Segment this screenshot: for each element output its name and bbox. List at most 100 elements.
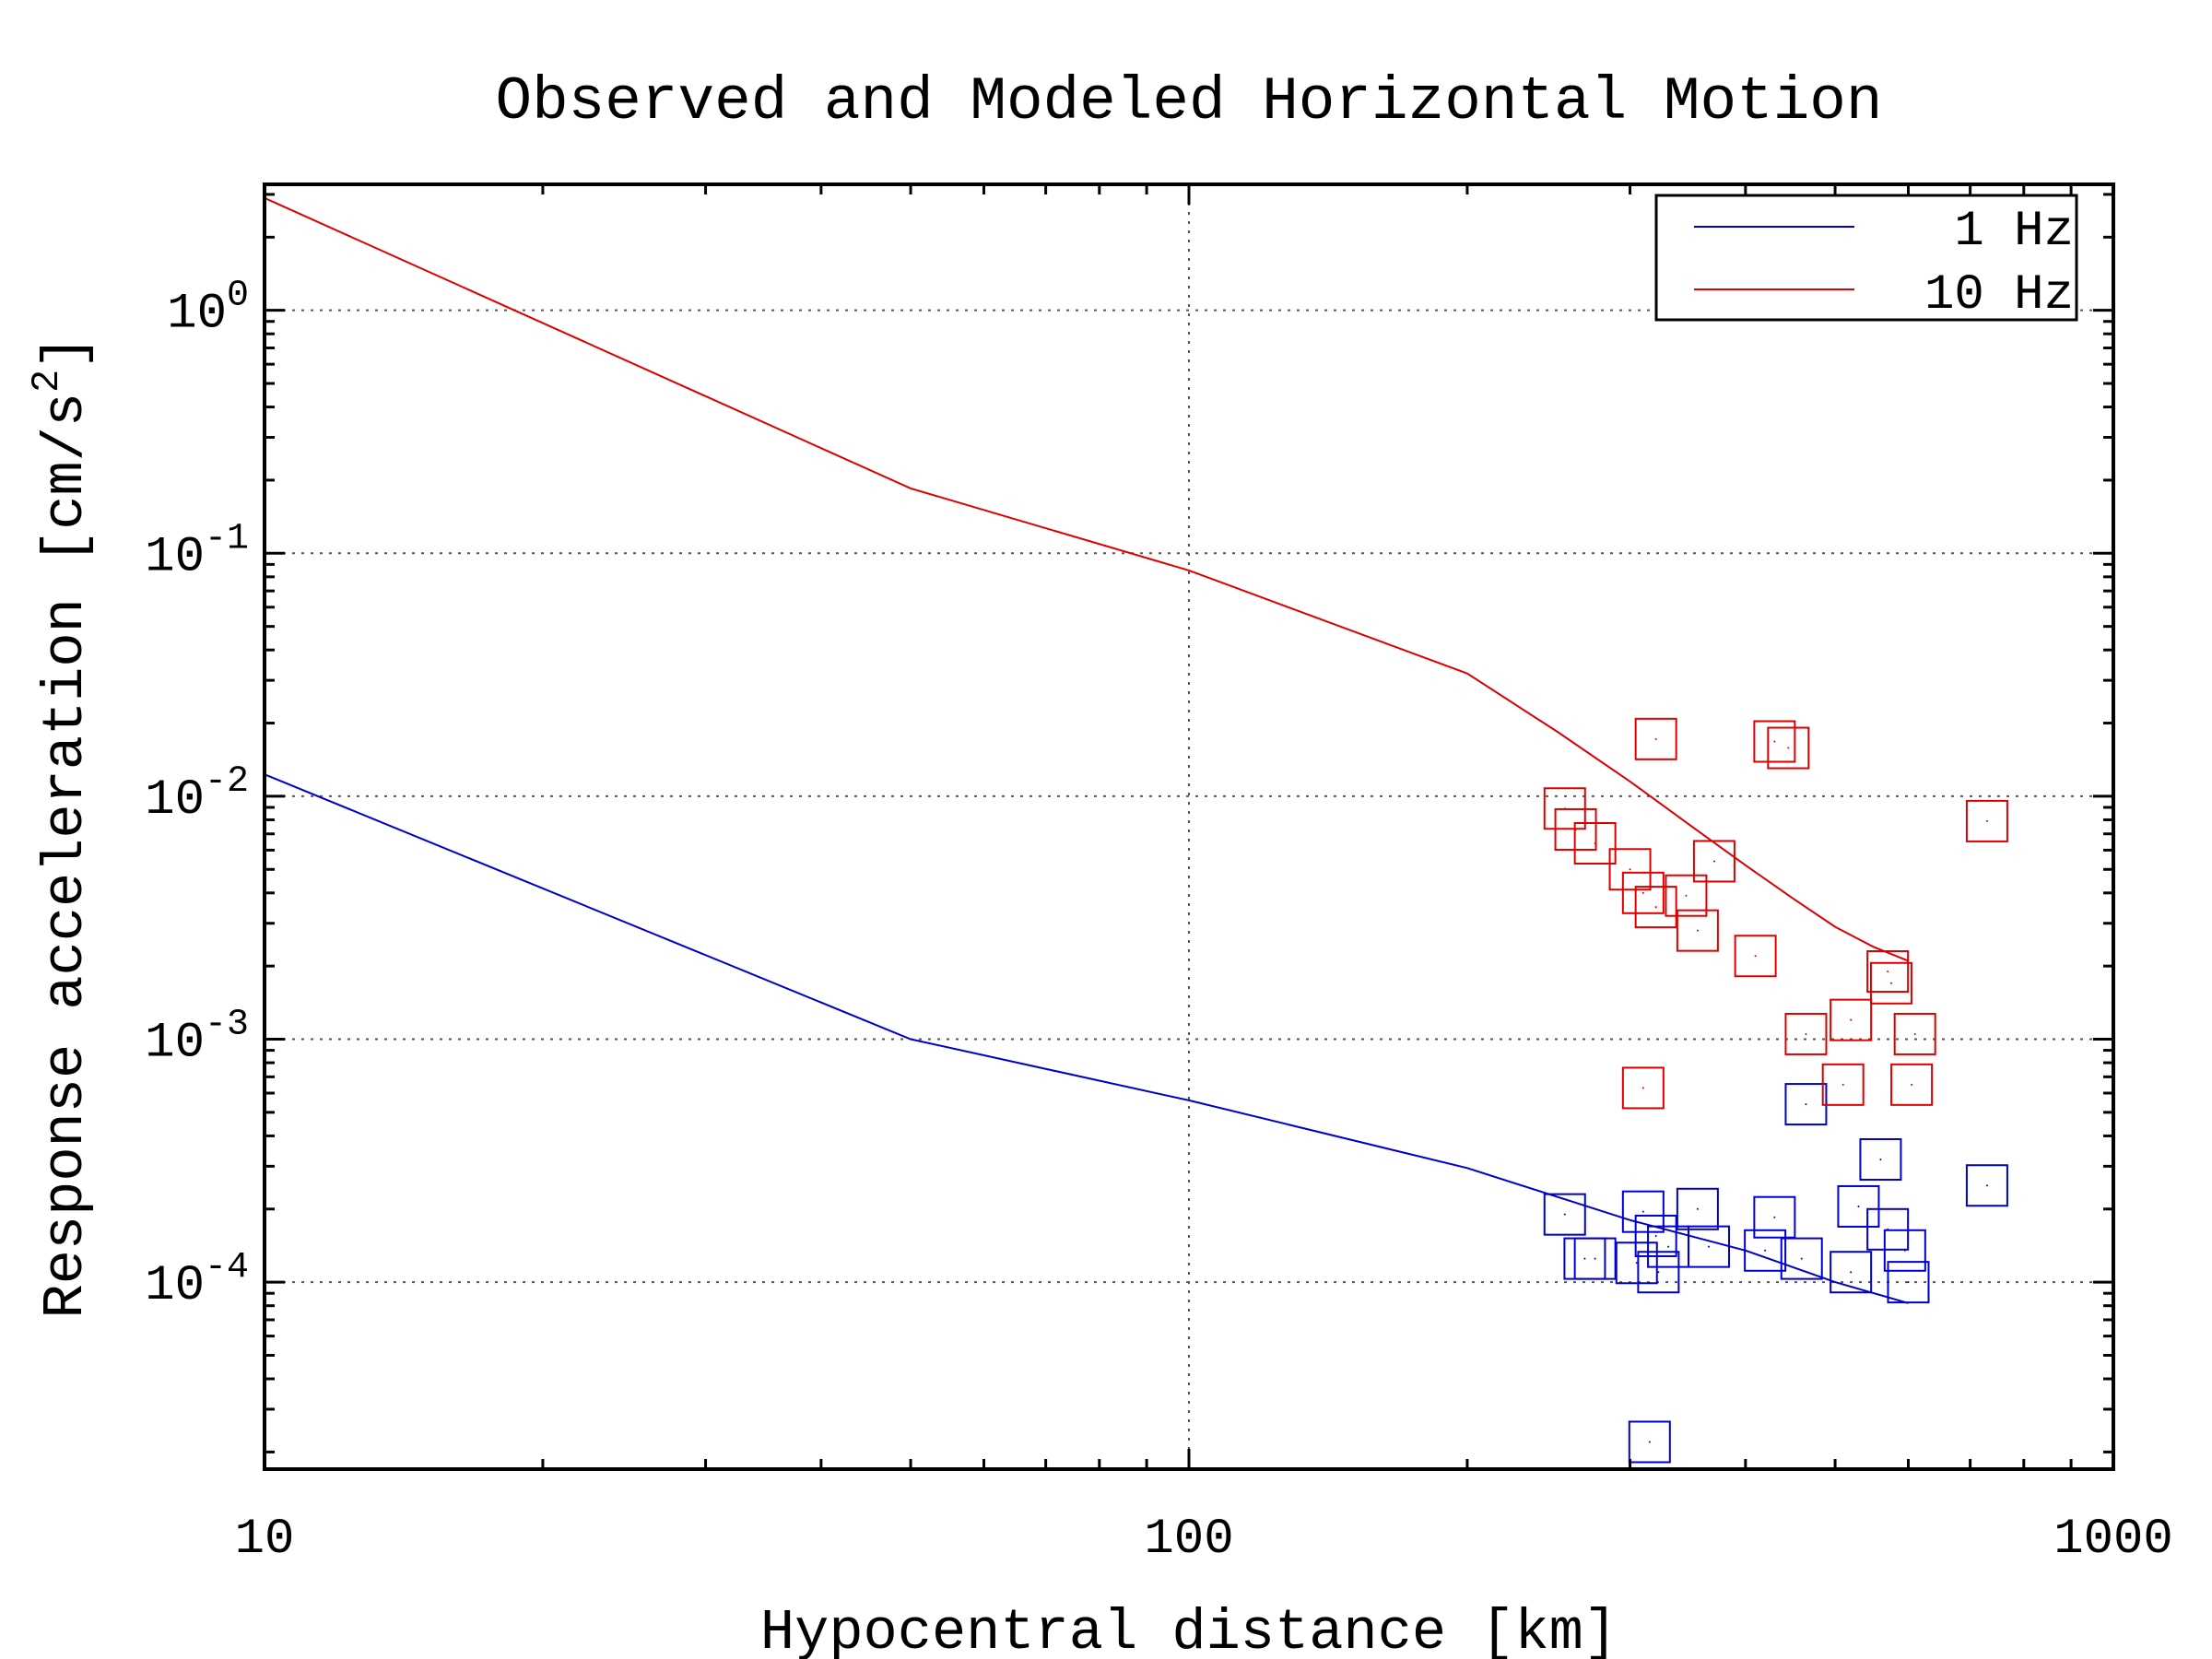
y-axis-label-end: ] — [33, 335, 99, 369]
data-point — [1965, 1164, 2008, 1207]
data-point — [1784, 1012, 1828, 1055]
data-point-center — [1594, 1257, 1596, 1260]
axis-ticks — [263, 184, 2113, 1469]
y-tick-exponent: -3 — [205, 1005, 249, 1046]
data-point-center — [1641, 1210, 1644, 1213]
data-point-center — [1773, 1216, 1776, 1218]
y-tick-exponent: -1 — [205, 518, 249, 559]
data-point-center — [1654, 906, 1657, 909]
data-point — [1692, 840, 1735, 883]
x-axis-label: Hypocentral distance [km] — [760, 1600, 1618, 1659]
data-point-center — [1787, 747, 1790, 749]
data-point-center — [1657, 1271, 1660, 1274]
data-point — [1628, 1420, 1671, 1464]
data-point — [1965, 799, 2008, 842]
x-tick-label: 1000 — [2053, 1512, 2173, 1568]
data-point — [1621, 871, 1665, 914]
data-point-center — [1648, 1441, 1651, 1443]
data-point — [1676, 909, 1719, 952]
data-point — [1621, 1190, 1665, 1233]
data-point-center — [1629, 868, 1631, 871]
x-tick-label: 100 — [1144, 1512, 1233, 1568]
data-point — [1830, 1251, 1873, 1294]
plot-series — [264, 196, 2008, 1464]
data-point — [1830, 998, 1873, 1041]
data-point — [1744, 1229, 1787, 1272]
data-point-center — [1696, 929, 1699, 932]
data-point — [1893, 1012, 1936, 1055]
data-point — [1869, 961, 1912, 1005]
data-point — [1573, 1237, 1617, 1280]
y-tick-label: 100 — [167, 276, 249, 343]
data-point — [1634, 1214, 1677, 1257]
y-tick-base: 10 — [145, 529, 205, 585]
y-tick-label: 10-3 — [145, 1005, 249, 1072]
x-tick-label: 10 — [235, 1512, 295, 1568]
data-point — [1621, 1066, 1665, 1110]
legend-label-1hz: 1 Hz — [1954, 204, 2074, 260]
y-tick-base: 10 — [167, 287, 227, 343]
y-tick-base: 10 — [145, 772, 205, 829]
grid-lines — [265, 184, 2113, 1469]
data-point-center — [1850, 1271, 1853, 1274]
data-point — [1866, 950, 1910, 994]
data-point — [1543, 1193, 1586, 1236]
data-point-center — [1641, 891, 1644, 894]
data-point — [1734, 935, 1777, 978]
data-point-center — [1696, 1207, 1699, 1210]
y-axis-label-exponent: 2 — [25, 370, 69, 393]
data-point — [1780, 1237, 1823, 1280]
data-point — [1821, 1063, 1865, 1106]
y-tick-label: 10-4 — [145, 1247, 249, 1314]
y-tick-label: 10-2 — [145, 761, 249, 829]
chart-title: Observed and Modeled Horizontal Motion — [495, 67, 1882, 136]
data-point — [1634, 717, 1677, 760]
data-point — [1573, 822, 1617, 865]
y-tick-exponent: 0 — [227, 276, 249, 317]
data-point — [1887, 1261, 1930, 1304]
data-point — [1890, 1063, 1934, 1106]
data-point-center — [1764, 1249, 1767, 1252]
series-line-1 — [264, 196, 1909, 962]
data-point — [1687, 1225, 1730, 1268]
data-point-center — [1641, 1087, 1644, 1089]
data-point-center — [1773, 740, 1776, 743]
data-point — [1676, 1187, 1719, 1230]
data-point-center — [1850, 1018, 1853, 1021]
data-point-center — [1841, 1083, 1844, 1086]
data-point — [1665, 874, 1708, 917]
data-point-center — [1654, 737, 1657, 740]
data-point-center — [1685, 894, 1688, 897]
data-point-center — [1754, 955, 1757, 958]
data-point — [1615, 1241, 1658, 1285]
y-tick-exponent: -4 — [205, 1247, 249, 1288]
data-point-center — [1563, 1213, 1566, 1216]
data-point-center — [1903, 1249, 1906, 1252]
data-point-center — [1707, 1245, 1710, 1248]
data-point-center — [1635, 1262, 1638, 1265]
data-point-center — [1712, 860, 1715, 863]
data-point — [1608, 848, 1652, 891]
data-point-center — [1889, 982, 1892, 984]
data-point — [1859, 1137, 1902, 1181]
data-point-center — [1985, 819, 1988, 822]
data-point-center — [1583, 1257, 1586, 1260]
data-point-center — [1805, 1032, 1807, 1035]
data-point — [1753, 1195, 1796, 1239]
y-tick-exponent: -2 — [205, 761, 249, 803]
data-point — [1634, 886, 1677, 929]
legend: 1 Hz 10 Hz — [1654, 194, 2078, 324]
data-point-center — [1805, 1103, 1807, 1106]
legend-box — [1654, 194, 2078, 322]
data-point-center — [1913, 1032, 1916, 1035]
y-tick-base: 10 — [145, 1258, 205, 1314]
data-point — [1837, 1184, 1880, 1228]
y-tick-base: 10 — [145, 1016, 205, 1072]
y-axis-label: Response acceleration [cm/s2] — [25, 335, 99, 1318]
data-point-center — [1667, 1245, 1670, 1248]
data-point — [1767, 726, 1810, 770]
data-point-center — [1887, 971, 1889, 973]
data-point-center — [1911, 1083, 1913, 1086]
plot-frame — [263, 182, 2115, 1471]
